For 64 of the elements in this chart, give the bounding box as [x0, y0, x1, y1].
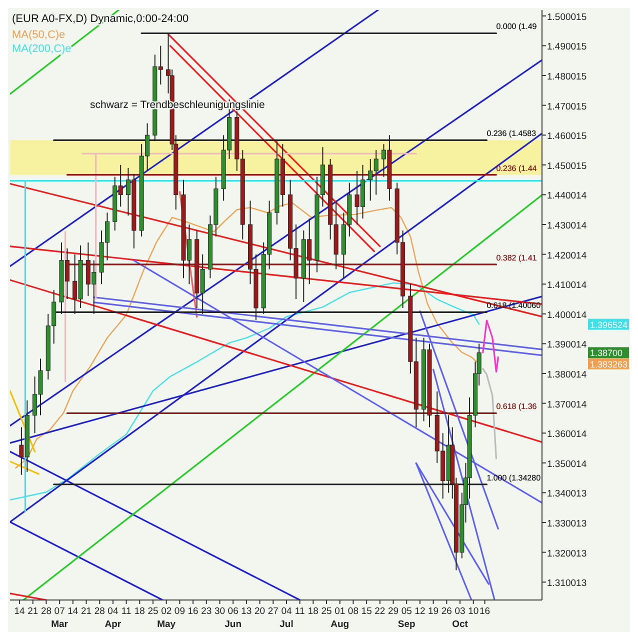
x-tick-label: 13	[241, 606, 252, 617]
x-tick-label: 06 Jun	[224, 606, 242, 630]
y-tick-label: 1.330013	[547, 518, 587, 530]
series-label: 0.382 (1.41	[496, 253, 538, 262]
x-tick-label: 01 Aug	[330, 606, 350, 630]
y-tick-label: 1.500015	[547, 12, 587, 23]
y-tick-label: 1.460015	[547, 131, 587, 142]
text: 1.383263	[590, 359, 628, 370]
y-tick-label: 1.340013	[547, 488, 587, 500]
x-tick-label: 09	[174, 606, 185, 617]
y-tick-label: 1.370014	[547, 399, 587, 410]
x-tick-label: 03 Oct	[452, 606, 469, 630]
x-tick-label: 18	[134, 606, 145, 617]
text: 1.396524	[590, 320, 628, 330]
x-tick-label: 28	[94, 606, 105, 617]
x-tick-label: 23	[201, 606, 212, 617]
y-tick-label: 1.410014	[547, 280, 587, 292]
x-tick-label: 21	[80, 606, 92, 617]
text: 1.38700	[590, 348, 623, 358]
x-tick-label: 19	[428, 606, 439, 617]
y-tick-label: 1.480015	[547, 72, 587, 83]
y-tick-label: 1.350014	[547, 458, 587, 470]
y-tick-label: 1.470015	[547, 101, 587, 112]
y-tick-label: 1.360014	[547, 429, 587, 440]
y-tick-label: 1.490015	[547, 42, 587, 53]
x-tick-label: 25	[321, 606, 332, 617]
y-tick-label: 1.420014	[547, 250, 587, 262]
y-tick-label: 1.430014	[547, 220, 587, 232]
series-label: 0.618 (1.36	[496, 402, 538, 412]
x-tick-label: 20	[254, 606, 266, 617]
x-tick-label: 18	[308, 606, 318, 617]
text: MA(50,C)e	[12, 29, 66, 41]
x-tick-label: 14	[14, 606, 25, 617]
y-tick-label: 1.380014	[547, 369, 587, 380]
x-tick-label: 12	[414, 606, 426, 617]
x-tick-label: 14	[68, 606, 78, 617]
x-tick-label: 07 Mar	[51, 606, 68, 630]
series-label: 0.236 (1.4583	[486, 129, 537, 138]
x-tick-label: 16	[188, 606, 198, 617]
x-tick-label: 30	[214, 606, 226, 617]
x-tick-label: 04 Jul	[280, 606, 294, 630]
series-label: 0.236 (1.44	[496, 164, 538, 173]
x-tick-label: 04 Apr	[104, 606, 122, 630]
x-tick-label: 25	[148, 606, 158, 617]
y-tick-label: 1.320013	[547, 548, 587, 560]
x-tick-label: 11	[121, 606, 132, 617]
x-tick-label: 05 Sep	[398, 606, 416, 630]
y-tick-label: 1.400014	[547, 310, 587, 321]
y-tick-label: 1.390014	[547, 340, 587, 351]
x-tick-label: 29	[388, 606, 399, 617]
x-tick-label: 16	[480, 606, 490, 617]
y-tick-label: 1.310013	[547, 578, 587, 590]
x-tick-label: 22	[374, 606, 386, 617]
x-tick-label: 08	[348, 606, 359, 617]
y-tick-label: 1.450015	[547, 160, 587, 172]
x-tick-label: 15	[361, 606, 372, 617]
series-label: 0.000 (1.49	[496, 22, 538, 32]
y-tick-label: 1.440014	[547, 190, 587, 202]
x-tick-label: 28	[40, 606, 52, 617]
x-tick-label: 10	[468, 606, 479, 617]
x-tick-label: 27	[268, 606, 278, 617]
x-tick-label: 26	[441, 606, 452, 617]
x-tick-label: 11	[294, 606, 305, 617]
x-tick-label: 21	[28, 606, 38, 617]
